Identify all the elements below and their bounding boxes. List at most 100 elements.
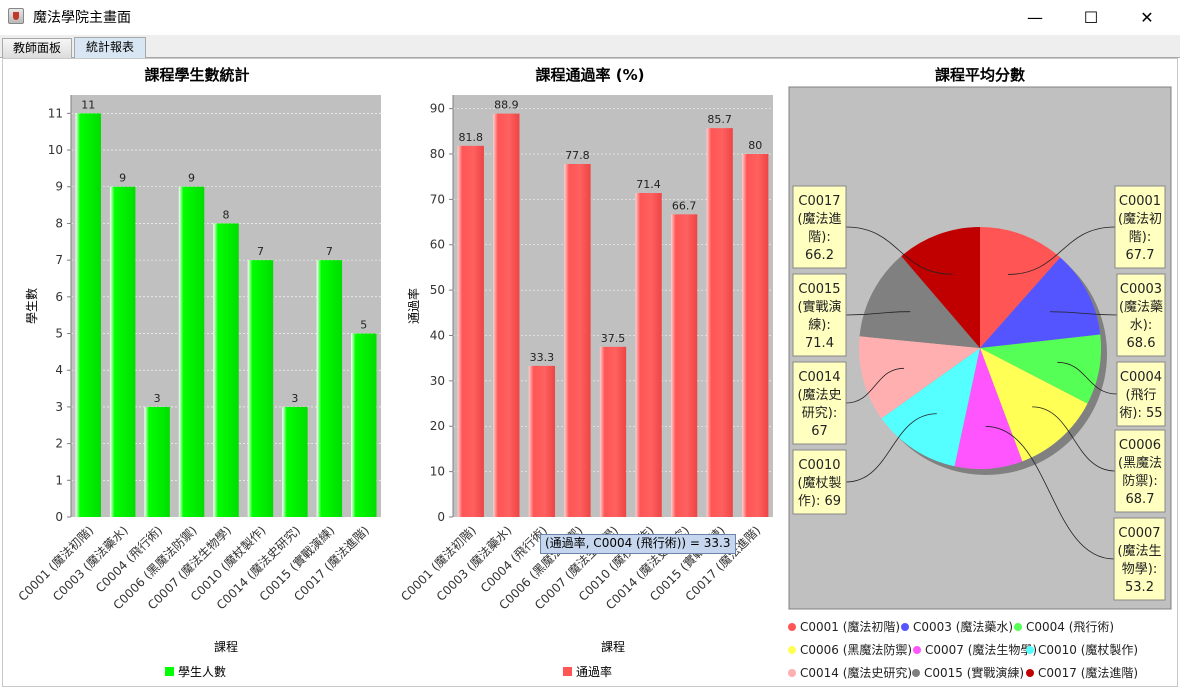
c2-ytick-label: 70 bbox=[430, 192, 445, 206]
java-cup-icon bbox=[8, 8, 24, 24]
c2-value-label: 66.7 bbox=[672, 199, 697, 212]
pie-label-text: (黑魔法 bbox=[1118, 456, 1162, 471]
c1-bar[interactable] bbox=[213, 223, 239, 517]
maximize-button[interactable]: ☐ bbox=[1083, 7, 1099, 27]
pie-label-box: C0006 (黑魔法防禦): 68.7 bbox=[1114, 429, 1166, 513]
pie-label-text: C0014 bbox=[798, 370, 840, 385]
c1-ytick-label: 5 bbox=[55, 327, 63, 341]
c2-bar[interactable] bbox=[599, 346, 627, 517]
pie-label-text: (實戰演 bbox=[797, 299, 841, 315]
close-button[interactable]: ✕ bbox=[1140, 7, 1154, 27]
c1-ytick-label: 11 bbox=[48, 106, 63, 120]
c1-bar[interactable] bbox=[109, 186, 136, 517]
pie-slice[interactable] bbox=[859, 336, 980, 419]
c1-ytick-label: 8 bbox=[55, 216, 63, 230]
pie-legend-label: C0015 (實戰演練) bbox=[924, 665, 1024, 680]
pie-label-background bbox=[1114, 185, 1166, 269]
pie-label-text: C0015 bbox=[798, 282, 840, 297]
pie-label-box: C0014 (魔法史研究): 67 bbox=[792, 361, 847, 445]
c1-bar[interactable] bbox=[247, 260, 274, 517]
c1-bar[interactable] bbox=[282, 406, 308, 517]
pie-label-box: C0004 (飛行術): 55 bbox=[1116, 361, 1166, 427]
c1-ytick-label: 3 bbox=[55, 400, 63, 414]
pie-label-background bbox=[1113, 517, 1166, 601]
window-title: 魔法學院主畫面 bbox=[33, 10, 131, 26]
pie-label-link bbox=[845, 413, 937, 483]
c1-ytick-label: 10 bbox=[48, 143, 63, 157]
pie-slice[interactable] bbox=[980, 334, 1101, 404]
c1-bar[interactable] bbox=[144, 406, 170, 517]
c1-bar[interactable] bbox=[316, 260, 343, 517]
c2-value-label: 88.9 bbox=[494, 99, 519, 112]
pie-label-text: 67.7 bbox=[1126, 248, 1155, 263]
pie-label-link bbox=[1007, 226, 1116, 275]
c2-bar[interactable] bbox=[670, 214, 698, 517]
c2-ytick-label: 60 bbox=[430, 238, 445, 252]
chart2-xlabel: 課程 bbox=[601, 639, 625, 654]
tab-teacher-panel[interactable]: 教師面板 bbox=[2, 38, 72, 58]
pie-label-link bbox=[1057, 361, 1118, 395]
c2-bar[interactable] bbox=[457, 145, 484, 517]
pie-legend-label: C0010 (魔杖製作) bbox=[1038, 642, 1138, 657]
c1-ytick-label: 0 bbox=[55, 510, 63, 524]
pie-legend-swatch bbox=[1026, 669, 1034, 677]
c2-bar[interactable] bbox=[493, 113, 520, 517]
pie-legend-swatch bbox=[901, 623, 909, 631]
pie-slice[interactable] bbox=[859, 256, 980, 348]
c2-bar[interactable] bbox=[564, 163, 591, 517]
pie-label-text: 71.4 bbox=[805, 336, 834, 351]
c1-value-label: 11 bbox=[81, 98, 95, 111]
pie-legend-swatch bbox=[1026, 646, 1034, 654]
pie-label-text: 術): 55 bbox=[1119, 406, 1162, 421]
c2-value-label: 71.4 bbox=[636, 178, 661, 191]
c2-bar[interactable] bbox=[742, 153, 769, 517]
pie-legend-swatch bbox=[1014, 623, 1022, 631]
pie-legend-label: C0006 (黑魔法防禦) bbox=[800, 642, 912, 657]
c2-ytick-label: 80 bbox=[430, 147, 445, 161]
chart-pass-rate: 課程通過率 (%) 0 10 20 30 40 50 60 70 80 90 81.8 88.9 33… bbox=[398, 66, 773, 679]
pie-slice[interactable] bbox=[980, 227, 1061, 348]
pie-legend-label: C0001 (魔法初階) bbox=[800, 619, 900, 634]
c2-ytick-label: 0 bbox=[437, 510, 445, 524]
pie-label-text: 階): bbox=[808, 230, 830, 245]
pie-slice[interactable] bbox=[980, 348, 1088, 462]
c1-ytick-label: 1 bbox=[55, 473, 63, 487]
pie-legend-swatch bbox=[913, 646, 921, 654]
pie-label-background bbox=[792, 273, 847, 357]
pie-label-text: 研究): bbox=[802, 406, 837, 421]
c2-bar[interactable] bbox=[528, 365, 556, 517]
c1-value-label: 5 bbox=[360, 319, 367, 332]
pie-label-text: 練): bbox=[808, 318, 830, 333]
pie-label-text: 68.7 bbox=[1126, 492, 1155, 507]
c1-bar[interactable] bbox=[75, 113, 101, 517]
pie-label-text: 67 bbox=[811, 424, 828, 439]
c1-ytick-label: 9 bbox=[55, 180, 63, 194]
c2-ytick-label: 10 bbox=[430, 465, 445, 479]
pie-slice[interactable] bbox=[881, 348, 980, 467]
pie-label-link bbox=[1032, 406, 1116, 472]
c1-bar[interactable] bbox=[178, 186, 205, 517]
c2-ytick-label: 30 bbox=[430, 374, 445, 388]
pie-label-box: C0015 (實戰演練): 71.4 bbox=[792, 273, 847, 357]
tab-statistics-report[interactable]: 統計報表 bbox=[74, 37, 146, 59]
pie-slice[interactable] bbox=[954, 348, 1023, 469]
pie-label-text: C0007 bbox=[1118, 526, 1160, 541]
pie-label-background bbox=[1116, 273, 1166, 357]
pie-label-box: C0007 (魔法生物學): 53.2 bbox=[1113, 517, 1166, 601]
c1-ytick-label: 7 bbox=[55, 253, 63, 267]
pie-slice[interactable] bbox=[980, 257, 1101, 348]
chart2-legend-label: 通過率 bbox=[576, 664, 612, 679]
c2-value-label: 37.5 bbox=[601, 332, 626, 345]
c2-bar[interactable] bbox=[706, 128, 733, 517]
minimize-button[interactable]: — bbox=[1027, 7, 1043, 27]
chart-average-score: 課程平均分數 C0001(魔法初階):67.7C0003(魔法藥水):68.6C… bbox=[788, 66, 1172, 680]
c1-bar[interactable] bbox=[351, 333, 377, 517]
pie-legend-label: C0017 (魔法進階) bbox=[1038, 665, 1138, 680]
pie-label-text: (魔法生 bbox=[1117, 544, 1161, 559]
chart1-legend-label: 學生人數 bbox=[178, 665, 226, 679]
pie-slice[interactable] bbox=[901, 227, 980, 348]
pie-label-background bbox=[1114, 429, 1166, 513]
c2-value-label: 81.8 bbox=[459, 131, 484, 144]
c2-bar[interactable] bbox=[635, 193, 662, 517]
chart2-ylabel: 通過率 bbox=[406, 288, 421, 324]
